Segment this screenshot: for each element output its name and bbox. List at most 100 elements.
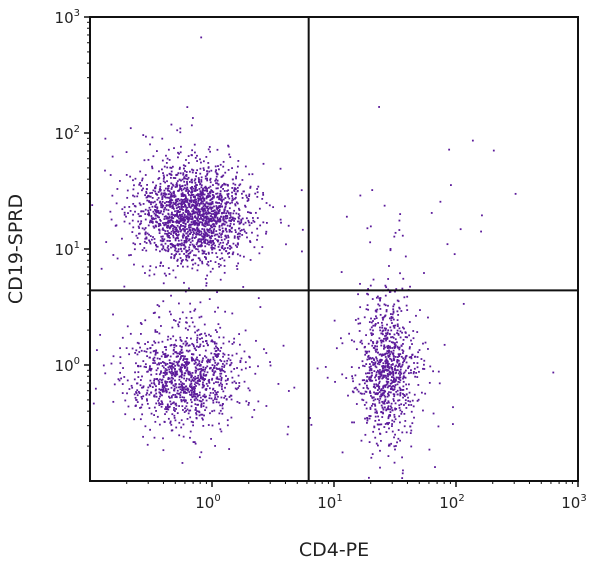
data-point (189, 394, 192, 396)
data-point (212, 358, 215, 361)
data-point (208, 218, 210, 221)
data-point (387, 356, 390, 358)
data-point (211, 370, 214, 373)
data-point (133, 263, 135, 266)
data-point (401, 234, 404, 237)
data-point (192, 441, 195, 443)
data-point (154, 362, 156, 364)
data-point (236, 186, 239, 189)
y-axis-label: CD19-SPRD (5, 194, 27, 304)
data-point (209, 185, 212, 188)
data-point (399, 366, 402, 368)
data-point (370, 456, 373, 459)
data-point (398, 306, 401, 309)
data-point (390, 319, 393, 322)
data-point (390, 350, 393, 353)
data-point (215, 175, 218, 178)
data-point (167, 187, 170, 190)
data-point (158, 305, 161, 308)
data-point (221, 223, 224, 225)
data-point (185, 240, 188, 243)
data-point (219, 241, 222, 244)
data-point (185, 251, 188, 254)
data-point (226, 359, 229, 362)
data-point (226, 201, 228, 204)
data-point (218, 210, 221, 212)
data-point (168, 226, 171, 229)
data-point (234, 244, 237, 247)
data-point (166, 234, 169, 236)
data-point (191, 215, 193, 218)
data-point (172, 234, 174, 237)
data-point (170, 194, 173, 196)
data-point (140, 220, 143, 223)
data-point (146, 389, 149, 392)
data-point (171, 199, 174, 202)
data-point (193, 196, 196, 199)
data-point (138, 227, 141, 229)
data-point (386, 361, 389, 364)
data-point (219, 372, 222, 375)
data-point (220, 430, 223, 433)
data-point (216, 148, 219, 151)
data-point (207, 220, 210, 223)
data-point (374, 404, 377, 407)
data-point (191, 229, 194, 232)
data-point (214, 310, 216, 313)
data-point (423, 359, 426, 362)
data-point (181, 192, 184, 194)
data-point (179, 243, 182, 246)
data-point (392, 372, 395, 375)
data-point (424, 392, 427, 395)
data-point (172, 184, 175, 187)
data-point (198, 394, 201, 396)
data-point (168, 365, 171, 368)
data-point (119, 180, 121, 182)
data-point (194, 378, 196, 381)
data-point (391, 322, 393, 324)
data-point (364, 353, 367, 356)
data-point (133, 248, 136, 251)
data-point (222, 403, 224, 405)
data-point (185, 211, 188, 214)
data-point (138, 232, 140, 235)
data-point (173, 257, 176, 260)
data-point (387, 373, 390, 376)
data-point (160, 362, 162, 364)
data-point (191, 203, 194, 206)
data-point (153, 359, 156, 362)
data-point (408, 334, 410, 337)
data-point (135, 234, 138, 237)
data-point (180, 215, 182, 218)
data-point (161, 228, 164, 231)
data-point (165, 154, 167, 157)
data-point (212, 209, 215, 212)
data-point (181, 193, 184, 195)
data-point (164, 408, 167, 410)
data-point (161, 168, 163, 171)
data-point (227, 234, 229, 237)
data-point (384, 314, 387, 317)
data-point (162, 227, 164, 230)
data-point (259, 306, 262, 308)
data-point (149, 209, 152, 211)
data-point (145, 393, 148, 396)
x-tick-label: 102 (439, 493, 464, 512)
data-point (185, 171, 188, 173)
data-point (155, 193, 158, 196)
data-point (199, 400, 202, 403)
data-point (368, 369, 371, 372)
data-point (175, 234, 178, 237)
data-point (200, 451, 203, 454)
data-point (362, 364, 364, 367)
data-point (154, 210, 157, 213)
data-point (390, 358, 393, 361)
data-point (226, 215, 228, 218)
data-point (371, 371, 373, 374)
data-point (198, 188, 201, 190)
data-point (238, 333, 241, 335)
data-point (158, 363, 161, 366)
data-point (207, 379, 210, 382)
data-point (175, 373, 178, 376)
data-point (164, 373, 167, 376)
